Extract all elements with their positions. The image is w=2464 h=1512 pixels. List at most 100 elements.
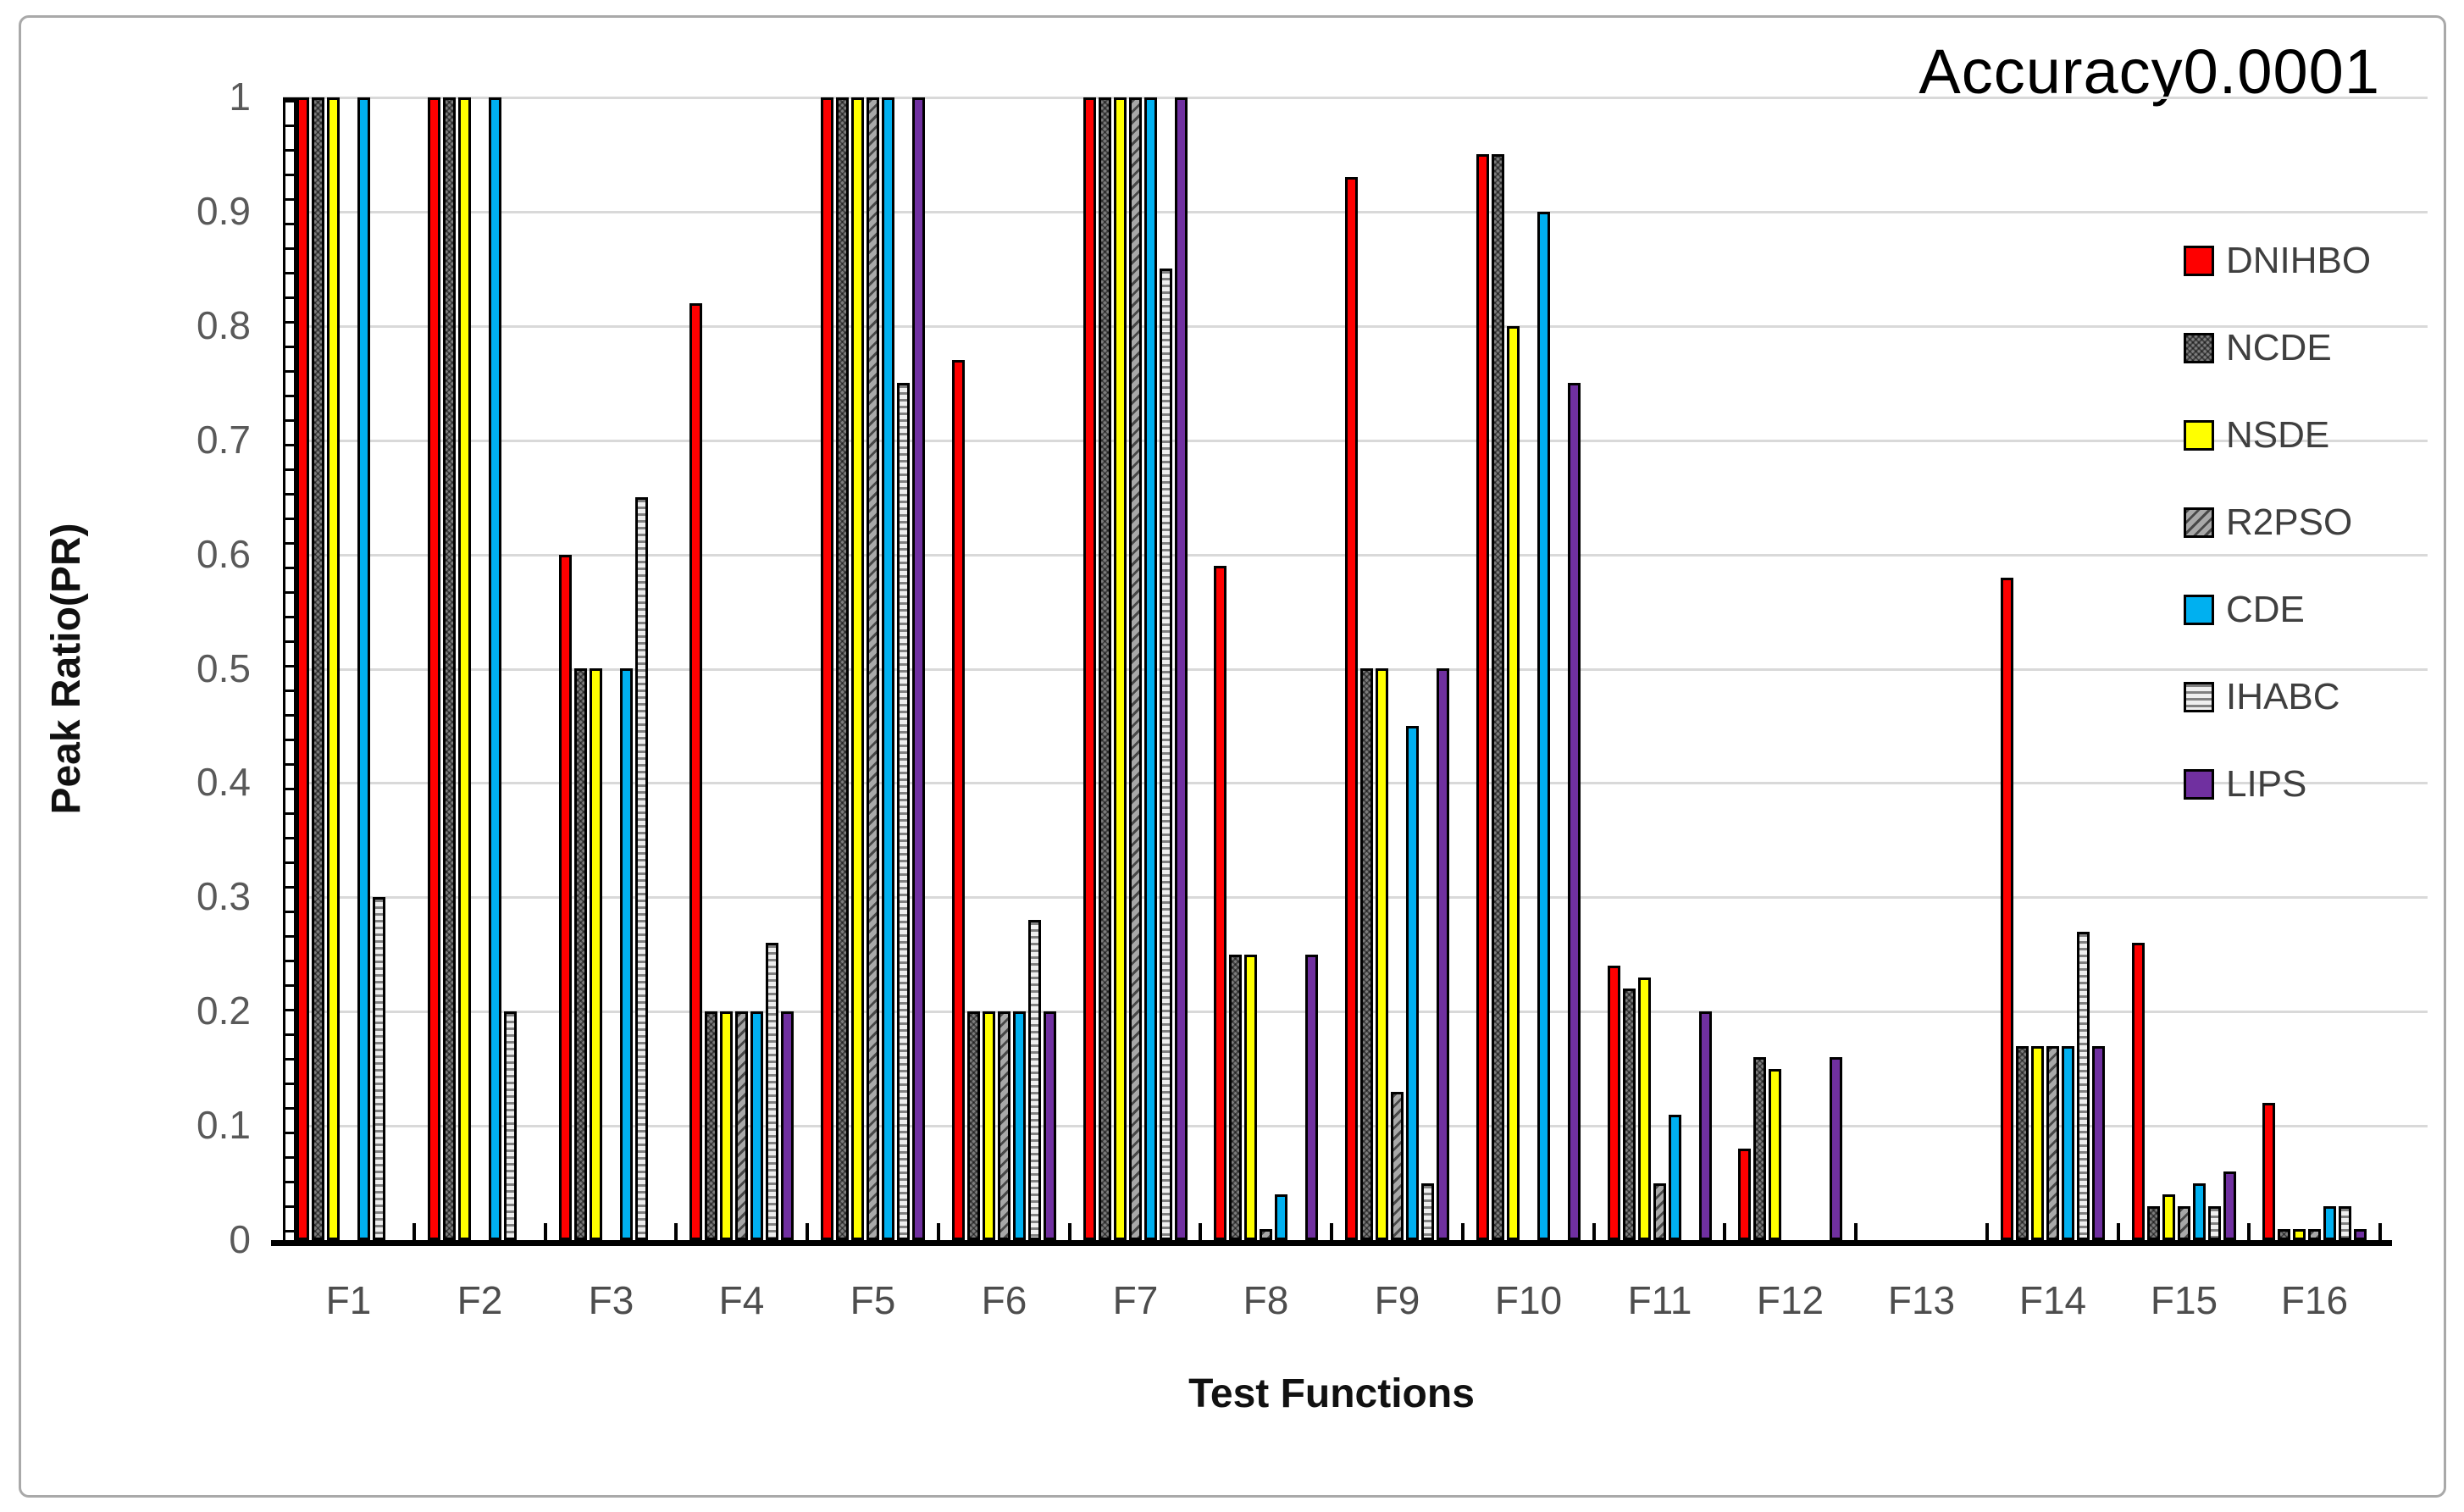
legend-label-cde: CDE [2226, 589, 2305, 630]
bar-cde-f6 [1013, 1011, 1026, 1240]
bar-cde-f1 [357, 97, 370, 1240]
bar-ncde-f1 [312, 97, 324, 1240]
legend-item-lips: LIPS [2184, 763, 2306, 805]
bar-cde-f8 [1275, 1194, 1287, 1240]
x-tick-label-F8: F8 [1243, 1278, 1289, 1322]
bar-lips-f15 [2223, 1171, 2236, 1240]
bar-nsde-f5 [851, 97, 864, 1240]
legend-swatch-nsde [2184, 420, 2214, 451]
legend-item-ncde: NCDE [2184, 327, 2332, 368]
x-axis-title: Test Functions [1188, 1371, 1475, 1416]
bar-group-F13 [1856, 97, 1987, 1240]
bar-group-F10 [1463, 97, 1594, 1240]
bar-ncde-f3 [574, 668, 587, 1240]
bar-cde-f3 [620, 668, 633, 1240]
bar-group-F6 [939, 97, 1070, 1240]
gridline-1.0 [283, 97, 2428, 99]
bar-group-F7 [1070, 97, 1201, 1240]
bar-dnihbo-f9 [1345, 177, 1358, 1240]
y-tick-label-1: 1 [229, 75, 251, 119]
bar-ncde-f4 [705, 1011, 717, 1240]
legend-item-cde: CDE [2184, 589, 2305, 630]
x-axis-tick-8 [1330, 1223, 1333, 1240]
x-tick-label-F3: F3 [588, 1278, 634, 1322]
bar-ihabc-f16 [2339, 1206, 2351, 1240]
bar-cde-f2 [489, 97, 501, 1240]
x-axis-tick-1 [413, 1223, 416, 1240]
bar-dnihbo-f6 [952, 360, 965, 1240]
bar-dnihbo-f3 [559, 555, 572, 1240]
bar-dnihbo-f12 [1738, 1149, 1751, 1240]
bar-nsde-f3 [590, 668, 602, 1240]
bar-group-F12 [1725, 97, 1856, 1240]
legend-swatch-ncde [2184, 333, 2214, 363]
bar-ncde-f5 [836, 97, 849, 1240]
y-tick-label-0.8: 0.8 [197, 303, 251, 347]
bar-ncde-f6 [967, 1011, 980, 1240]
bar-r2pso-f16 [2308, 1229, 2321, 1240]
legend-swatch-lips [2184, 769, 2214, 800]
bar-nsde-f12 [1769, 1069, 1781, 1240]
x-tick-label-F6: F6 [981, 1278, 1027, 1322]
bar-ihabc-f9 [1421, 1183, 1434, 1240]
legend-swatch-ihabc [2184, 682, 2214, 712]
y-tick-label-0.5: 0.5 [197, 646, 251, 690]
bar-r2pso-f4 [735, 1011, 748, 1240]
bar-ihabc-f7 [1160, 269, 1172, 1240]
bar-nsde-f2 [458, 97, 471, 1240]
bar-cde-f11 [1669, 1115, 1681, 1240]
x-tick-label-F13: F13 [1887, 1278, 1956, 1322]
bar-group-F9 [1332, 97, 1463, 1240]
bar-ncde-f16 [2278, 1229, 2290, 1240]
bar-r2pso-f8 [1260, 1229, 1272, 1240]
bar-lips-f11 [1699, 1011, 1712, 1240]
legend-label-nsde: NSDE [2226, 414, 2330, 456]
bar-ncde-f10 [1492, 154, 1504, 1240]
bar-dnihbo-f8 [1214, 566, 1226, 1240]
bar-dnihbo-f1 [296, 97, 309, 1240]
y-tick-label-0.7: 0.7 [197, 418, 251, 462]
x-tick-label-F10: F10 [1494, 1278, 1563, 1322]
y-tick-label-0.4: 0.4 [197, 760, 251, 804]
bar-dnihbo-f16 [2262, 1103, 2275, 1240]
bar-lips-f14 [2092, 1046, 2105, 1240]
bar-r2pso-f9 [1391, 1092, 1404, 1240]
bar-cde-f16 [2323, 1206, 2336, 1240]
bar-nsde-f14 [2031, 1046, 2044, 1240]
bar-r2pso-f11 [1653, 1183, 1666, 1240]
bar-ncde-f14 [2016, 1046, 2029, 1240]
x-tick-label-F14: F14 [2018, 1278, 2087, 1322]
bar-dnihbo-f2 [428, 97, 440, 1240]
x-axis-tick-6 [1068, 1223, 1071, 1240]
bar-dnihbo-f7 [1083, 97, 1096, 1240]
x-axis-tick-13 [1985, 1223, 1989, 1240]
bar-ihabc-f1 [373, 897, 385, 1240]
bar-group-F16 [2249, 97, 2380, 1240]
bar-group-F15 [2118, 97, 2250, 1240]
bar-ihabc-f3 [635, 497, 648, 1240]
x-axis-tick-10 [1592, 1223, 1596, 1240]
x-tick-label-F1: F1 [325, 1278, 372, 1322]
bar-nsde-f10 [1507, 326, 1520, 1240]
x-axis-tick-3 [674, 1223, 678, 1240]
bar-group-F1 [283, 97, 414, 1240]
bar-group-F8 [1200, 97, 1332, 1240]
y-tick-label-0: 0 [229, 1217, 251, 1261]
x-tick-label-F2: F2 [457, 1278, 503, 1322]
bar-nsde-f4 [720, 1011, 733, 1240]
x-axis-tick-15 [2247, 1223, 2251, 1240]
bar-lips-f10 [1568, 383, 1581, 1240]
y-tick-label-0.9: 0.9 [197, 189, 251, 233]
bar-nsde-f8 [1244, 955, 1257, 1240]
legend-label-lips: LIPS [2226, 763, 2307, 805]
bar-nsde-f1 [327, 97, 340, 1240]
bar-cde-f9 [1406, 726, 1419, 1240]
x-axis-tick-9 [1461, 1223, 1465, 1240]
bar-lips-f8 [1305, 955, 1318, 1240]
bar-cde-f5 [882, 97, 894, 1240]
bar-lips-f5 [912, 97, 925, 1240]
bar-cde-f4 [750, 1011, 763, 1240]
bar-group-F3 [545, 97, 677, 1240]
bar-ihabc-f5 [897, 383, 910, 1240]
